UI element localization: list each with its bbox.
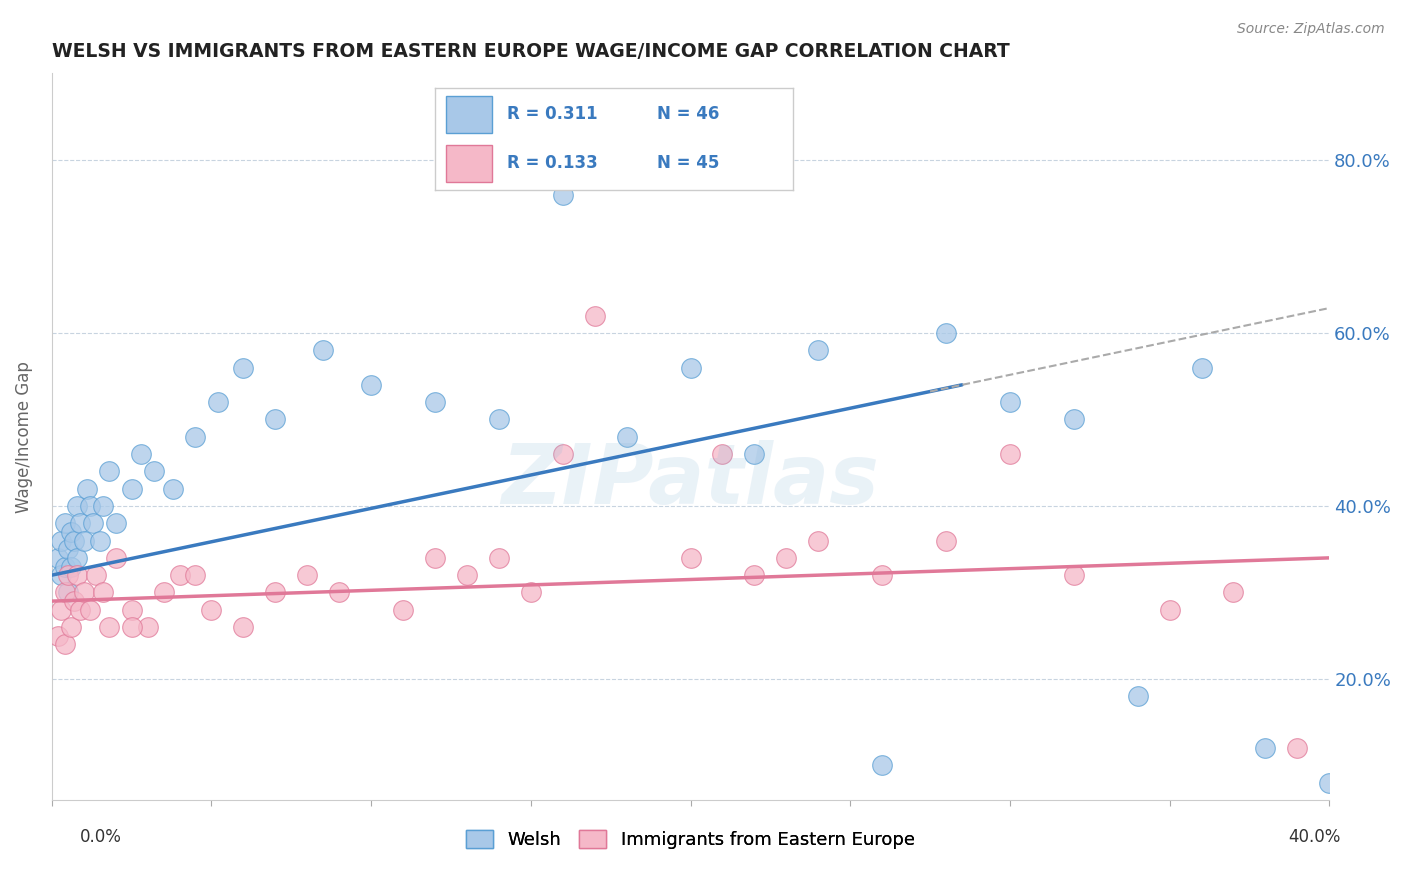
Point xyxy=(69,603,91,617)
Point xyxy=(184,568,207,582)
Point xyxy=(121,620,143,634)
Point xyxy=(162,482,184,496)
Point xyxy=(129,447,152,461)
Point xyxy=(679,550,702,565)
Point xyxy=(807,533,830,548)
Point xyxy=(51,533,73,548)
Point xyxy=(63,533,86,548)
Point xyxy=(79,499,101,513)
Point xyxy=(935,326,957,340)
Point xyxy=(73,585,96,599)
Point xyxy=(1063,412,1085,426)
Point xyxy=(1254,741,1277,756)
Y-axis label: Wage/Income Gap: Wage/Income Gap xyxy=(15,361,32,513)
Text: 40.0%: 40.0% xyxy=(1288,828,1341,846)
Point xyxy=(98,464,121,478)
Point xyxy=(51,568,73,582)
Point xyxy=(392,603,415,617)
Point xyxy=(53,559,76,574)
Point xyxy=(121,603,143,617)
Point xyxy=(59,559,82,574)
Text: Source: ZipAtlas.com: Source: ZipAtlas.com xyxy=(1237,22,1385,37)
Point xyxy=(66,499,89,513)
Point xyxy=(1063,568,1085,582)
Point xyxy=(297,568,319,582)
Point xyxy=(104,550,127,565)
Point xyxy=(59,620,82,634)
Point xyxy=(53,637,76,651)
Point xyxy=(711,447,734,461)
Point xyxy=(66,550,89,565)
Point xyxy=(360,377,382,392)
Point xyxy=(1286,741,1309,756)
Point xyxy=(51,603,73,617)
Point xyxy=(744,568,766,582)
Text: WELSH VS IMMIGRANTS FROM EASTERN EUROPE WAGE/INCOME GAP CORRELATION CHART: WELSH VS IMMIGRANTS FROM EASTERN EUROPE … xyxy=(52,42,1010,61)
Point xyxy=(169,568,191,582)
Point xyxy=(935,533,957,548)
Point xyxy=(1191,360,1213,375)
Point xyxy=(76,482,98,496)
Point xyxy=(73,533,96,548)
Point xyxy=(744,447,766,461)
Point xyxy=(423,395,446,409)
Point xyxy=(86,568,108,582)
Point xyxy=(264,585,287,599)
Point xyxy=(56,568,79,582)
Point xyxy=(551,447,574,461)
Point xyxy=(91,499,114,513)
Point xyxy=(66,568,89,582)
Point xyxy=(59,524,82,539)
Point xyxy=(616,430,638,444)
Point xyxy=(423,550,446,565)
Legend: Welsh, Immigrants from Eastern Europe: Welsh, Immigrants from Eastern Europe xyxy=(458,822,922,856)
Text: ZIPatlas: ZIPatlas xyxy=(502,440,879,521)
Point xyxy=(69,516,91,531)
Point xyxy=(1159,603,1181,617)
Point xyxy=(1222,585,1244,599)
Point xyxy=(46,629,69,643)
Point xyxy=(82,516,104,531)
Point xyxy=(184,430,207,444)
Point xyxy=(998,395,1021,409)
Point xyxy=(46,550,69,565)
Point xyxy=(679,360,702,375)
Point xyxy=(312,343,335,358)
Point xyxy=(456,568,478,582)
Point xyxy=(998,447,1021,461)
Point xyxy=(232,620,254,634)
Point xyxy=(79,603,101,617)
Point xyxy=(207,395,229,409)
Point xyxy=(53,516,76,531)
Point xyxy=(520,585,543,599)
Point xyxy=(98,620,121,634)
Point xyxy=(870,568,893,582)
Text: 0.0%: 0.0% xyxy=(80,828,122,846)
Point xyxy=(870,758,893,772)
Point xyxy=(1126,690,1149,704)
Point xyxy=(104,516,127,531)
Point xyxy=(583,309,606,323)
Point xyxy=(63,594,86,608)
Point xyxy=(807,343,830,358)
Point xyxy=(232,360,254,375)
Point xyxy=(91,585,114,599)
Point xyxy=(488,550,510,565)
Point xyxy=(56,585,79,599)
Point xyxy=(142,464,165,478)
Point xyxy=(488,412,510,426)
Point xyxy=(152,585,174,599)
Point xyxy=(328,585,350,599)
Point xyxy=(1317,776,1340,790)
Point xyxy=(121,482,143,496)
Point xyxy=(264,412,287,426)
Point xyxy=(200,603,222,617)
Point xyxy=(89,533,111,548)
Point xyxy=(56,542,79,557)
Point xyxy=(775,550,797,565)
Point xyxy=(551,187,574,202)
Point xyxy=(136,620,159,634)
Point xyxy=(53,585,76,599)
